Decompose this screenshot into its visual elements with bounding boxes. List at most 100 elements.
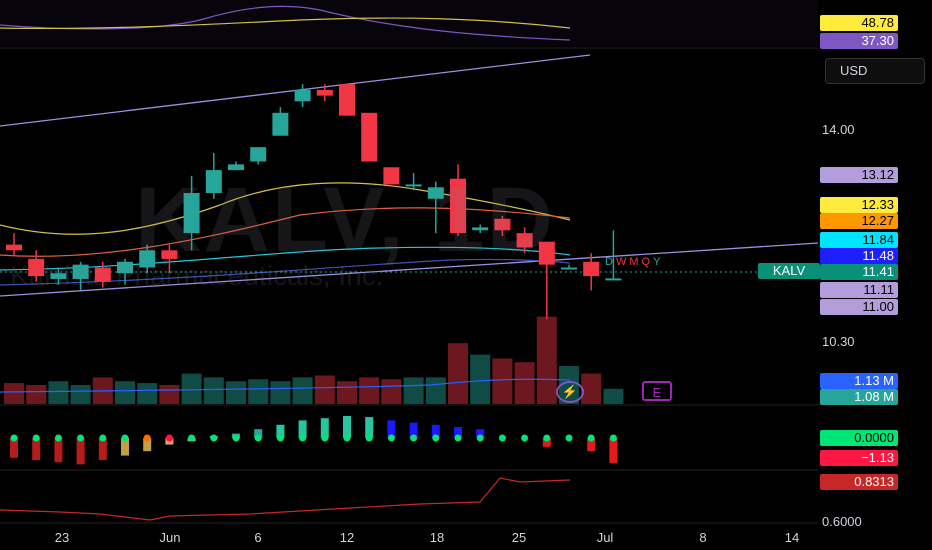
volume-bar-3 xyxy=(70,385,91,404)
candle-body-8 xyxy=(183,193,200,234)
price-tag-11: 1.08 M xyxy=(820,389,898,405)
oscillator-purple-line xyxy=(0,5,571,41)
time-label-0: 23 xyxy=(54,530,70,545)
time-label-1: Jun xyxy=(159,530,181,545)
macd-dot-10 xyxy=(232,434,240,442)
ma-blue-line xyxy=(0,258,571,286)
macd-bar-14 xyxy=(320,418,329,438)
timeframe-q[interactable]: Q xyxy=(641,256,654,268)
price-tag-7: 11.41 xyxy=(820,264,898,280)
volume-bar-18 xyxy=(403,377,424,404)
macd-dot-5 xyxy=(121,434,129,442)
macd-dot-4 xyxy=(99,434,107,442)
candle-body-20 xyxy=(450,178,466,234)
price-tag-10: 1.13 M xyxy=(820,373,898,389)
candle-body-0 xyxy=(6,244,22,251)
macd-dot-8 xyxy=(188,434,196,442)
oscillator-pane xyxy=(0,0,818,46)
price-tag-0: 48.78 xyxy=(820,15,898,31)
candle-body-10 xyxy=(228,164,244,171)
time-label-8: 14 xyxy=(784,530,800,545)
macd-dot-17 xyxy=(387,434,395,442)
macd-dot-7 xyxy=(165,434,173,442)
macd-dot-6 xyxy=(143,434,151,442)
price-tag-9: 11.00 xyxy=(820,299,898,315)
candle-body-1 xyxy=(28,258,45,277)
macd-dot-12 xyxy=(276,434,284,442)
price-tag-12: 0.0000 xyxy=(820,430,898,446)
macd-dot-19 xyxy=(432,434,440,442)
candle-body-18 xyxy=(405,184,422,187)
volume-bar-11 xyxy=(248,379,269,404)
macd-bar-24 xyxy=(542,438,551,447)
macd-dot-0 xyxy=(10,434,18,442)
volume-bar-27 xyxy=(603,388,624,404)
candle-body-13 xyxy=(294,89,311,102)
macd-dot-13 xyxy=(299,434,307,442)
macd-bar-16 xyxy=(365,417,374,438)
macd-dot-1 xyxy=(32,434,40,442)
candle-body-7 xyxy=(161,250,178,259)
timeframe-m[interactable]: M xyxy=(629,256,642,268)
candle-body-22 xyxy=(494,218,511,231)
timeframe-w[interactable]: W xyxy=(615,256,630,268)
macd-bar-6 xyxy=(143,438,152,452)
candle-body-15 xyxy=(339,84,355,116)
macd-dot-14 xyxy=(321,434,329,442)
macd-dot-9 xyxy=(210,434,218,442)
timeframe-d[interactable]: D xyxy=(605,256,616,268)
volume-bar-21 xyxy=(470,354,491,404)
candle-body-21 xyxy=(472,227,489,231)
macd-dot-3 xyxy=(77,434,85,442)
lower-indicator-line xyxy=(0,477,571,521)
macd-bar-13 xyxy=(298,420,307,438)
time-label-4: 18 xyxy=(429,530,445,545)
volume-bar-0 xyxy=(4,383,24,404)
macd-dot-16 xyxy=(365,434,373,442)
candle-body-3 xyxy=(72,264,89,279)
macd-bar-1 xyxy=(32,438,41,460)
macd-bar-15 xyxy=(343,416,351,438)
currency-selector[interactable]: USD xyxy=(825,58,925,84)
price-tag-4: 12.27 xyxy=(820,213,898,229)
candle-body-26 xyxy=(583,261,600,277)
macd-bar-20 xyxy=(454,427,462,438)
price-tag-8: 11.11 xyxy=(820,282,898,298)
macd-dot-25 xyxy=(565,434,573,442)
volume-bar-26 xyxy=(581,373,602,404)
timeframe-markers[interactable]: DWMQY xyxy=(605,256,663,268)
macd-dot-20 xyxy=(454,434,462,442)
lower-trendline xyxy=(0,242,819,297)
candle-body-25 xyxy=(561,267,577,270)
macd-dot-27 xyxy=(609,434,617,442)
candle-body-9 xyxy=(205,170,222,194)
time-label-2: 6 xyxy=(254,530,262,545)
ma-yellow-line xyxy=(0,182,571,235)
volume-bar-19 xyxy=(425,377,446,404)
volume-bar-17 xyxy=(381,379,402,404)
candle-body-27 xyxy=(605,278,622,281)
volume-bar-1 xyxy=(26,385,47,404)
volume-bar-6 xyxy=(137,383,158,404)
candle-body-16 xyxy=(361,112,378,162)
earnings-marker[interactable]: E xyxy=(642,381,672,401)
macd-bar-5 xyxy=(121,438,129,456)
candle-body-23 xyxy=(516,233,533,248)
company-watermark: Kalvista Pharmaceuticals, Inc. xyxy=(10,260,384,291)
ma-orange-line xyxy=(0,207,571,257)
volume-bar-22 xyxy=(492,358,513,404)
time-label-7: 8 xyxy=(699,530,707,545)
timeframe-y[interactable]: Y xyxy=(653,256,664,268)
macd-dot-11 xyxy=(254,434,262,442)
time-label-5: 25 xyxy=(511,530,527,545)
lightning-icon[interactable]: ⚡ xyxy=(556,381,584,403)
price-tag-6: 11.48 xyxy=(820,248,898,264)
symbol-price-label: KALV xyxy=(758,263,820,279)
volume-bar-14 xyxy=(314,375,335,404)
macd-bar-19 xyxy=(431,424,440,438)
volume-bar-23 xyxy=(514,362,535,404)
macd-dot-22 xyxy=(498,434,506,442)
macd-bar-26 xyxy=(587,438,596,452)
macd-bar-2 xyxy=(54,438,63,463)
